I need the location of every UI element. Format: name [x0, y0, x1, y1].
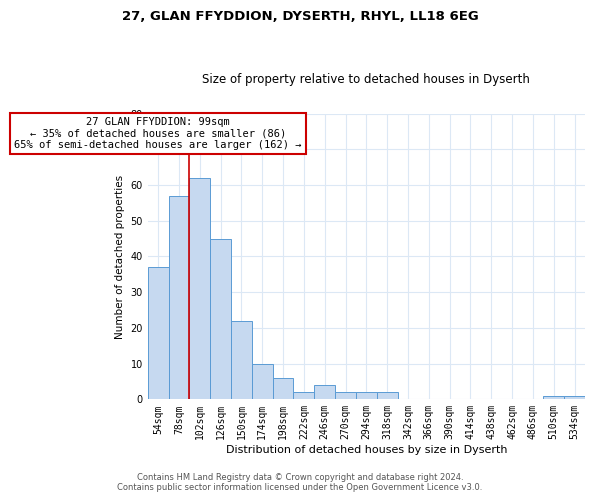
Y-axis label: Number of detached properties: Number of detached properties: [115, 174, 125, 338]
Bar: [356, 392, 377, 400]
Bar: [335, 392, 356, 400]
Bar: [293, 392, 314, 400]
Bar: [272, 378, 293, 400]
Bar: [252, 364, 272, 400]
Text: 27, GLAN FFYDDION, DYSERTH, RHYL, LL18 6EG: 27, GLAN FFYDDION, DYSERTH, RHYL, LL18 6…: [122, 10, 478, 23]
Bar: [564, 396, 585, 400]
Bar: [544, 396, 564, 400]
Bar: [210, 238, 231, 400]
Bar: [377, 392, 398, 400]
Bar: [314, 385, 335, 400]
Text: Contains HM Land Registry data © Crown copyright and database right 2024.
Contai: Contains HM Land Registry data © Crown c…: [118, 473, 482, 492]
Title: Size of property relative to detached houses in Dyserth: Size of property relative to detached ho…: [202, 73, 530, 86]
Bar: [169, 196, 190, 400]
X-axis label: Distribution of detached houses by size in Dyserth: Distribution of detached houses by size …: [226, 445, 507, 455]
Bar: [231, 320, 252, 400]
Bar: [190, 178, 210, 400]
Bar: [148, 267, 169, 400]
Text: 27 GLAN FFYDDION: 99sqm
← 35% of detached houses are smaller (86)
65% of semi-de: 27 GLAN FFYDDION: 99sqm ← 35% of detache…: [14, 117, 302, 150]
